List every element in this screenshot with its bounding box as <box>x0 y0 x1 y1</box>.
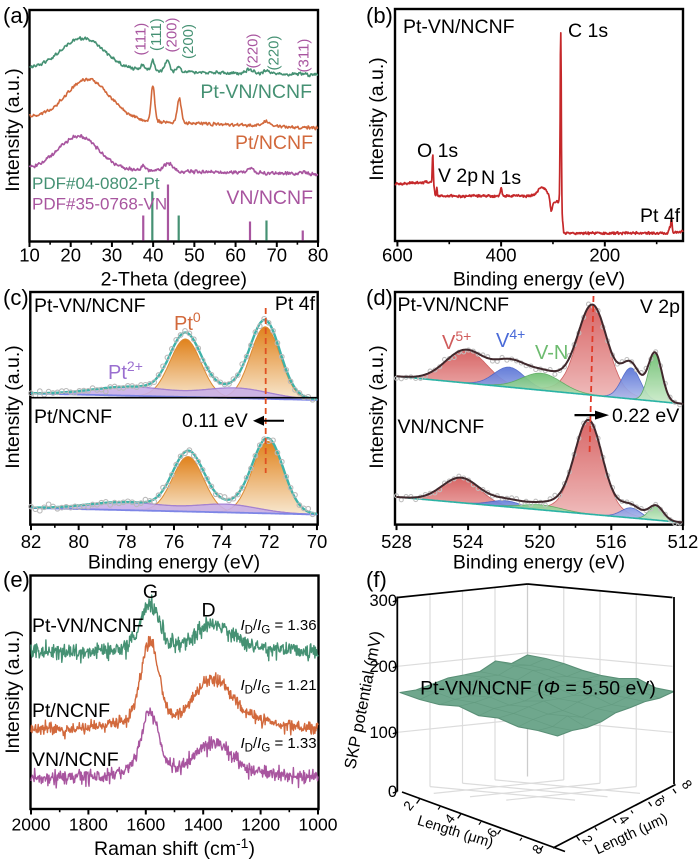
svg-text:Raman shift (cm-1): Raman shift (cm-1) <box>94 835 255 859</box>
svg-text:520: 520 <box>524 531 555 552</box>
svg-text:Pt-VN/NCNF: Pt-VN/NCNF <box>34 295 146 317</box>
svg-text:C 1s: C 1s <box>568 20 608 42</box>
svg-text:(e): (e) <box>3 567 30 592</box>
svg-text:72: 72 <box>259 531 280 552</box>
svg-text:400: 400 <box>486 245 517 266</box>
svg-text:516: 516 <box>596 531 627 552</box>
svg-text:G: G <box>143 581 158 603</box>
svg-text:Pt-VN/NCNF: Pt-VN/NCNF <box>32 615 144 637</box>
svg-text:V 2p: V 2p <box>640 296 680 318</box>
svg-text:(a): (a) <box>3 3 30 28</box>
svg-text:PDF#04-0802-Pt: PDF#04-0802-Pt <box>32 174 160 193</box>
svg-text:50: 50 <box>184 245 205 266</box>
svg-text:Pt/NCNF: Pt/NCNF <box>235 132 313 154</box>
svg-text:0: 0 <box>388 783 397 801</box>
svg-text:(d): (d) <box>366 285 393 310</box>
svg-text:76: 76 <box>164 531 185 552</box>
svg-text:Intensity (a.u.): Intensity (a.u.) <box>2 345 24 469</box>
svg-text:V 2p: V 2p <box>438 165 478 187</box>
svg-text:Binding energy (eV): Binding energy (eV) <box>453 269 625 291</box>
svg-text:VN/NCNF: VN/NCNF <box>32 749 119 771</box>
svg-text:(111): (111) <box>148 18 165 51</box>
svg-text:D: D <box>201 600 215 622</box>
svg-text:1200: 1200 <box>241 815 280 835</box>
svg-text:78: 78 <box>116 531 137 552</box>
svg-text:Pt-VN/NCNF: Pt-VN/NCNF <box>398 294 510 316</box>
svg-text:(f): (f) <box>366 567 387 592</box>
svg-text:70: 70 <box>307 531 328 552</box>
svg-text:528: 528 <box>381 531 412 552</box>
svg-text:74: 74 <box>211 531 232 552</box>
svg-text:VN/NCNF: VN/NCNF <box>398 416 485 438</box>
svg-text:(200): (200) <box>180 24 197 59</box>
svg-text:80: 80 <box>68 531 89 552</box>
svg-text:Pt 4f: Pt 4f <box>640 205 681 227</box>
svg-text:ID/IG = 1.21: ID/IG = 1.21 <box>241 677 317 697</box>
svg-text:(311): (311) <box>295 39 312 73</box>
svg-text:300: 300 <box>369 592 397 610</box>
svg-text:1000: 1000 <box>299 815 338 835</box>
svg-text:(200): (200) <box>163 17 180 52</box>
svg-text:N 1s: N 1s <box>481 167 521 189</box>
svg-text:82: 82 <box>21 531 42 552</box>
svg-text:Pt/NCNF: Pt/NCNF <box>32 700 110 722</box>
svg-text:ID/IG = 1.36: ID/IG = 1.36 <box>241 617 317 637</box>
svg-text:40: 40 <box>143 245 164 266</box>
svg-text:(111): (111) <box>132 23 149 56</box>
svg-text:(b): (b) <box>366 3 393 28</box>
svg-text:O 1s: O 1s <box>417 140 458 162</box>
svg-text:524: 524 <box>453 531 484 552</box>
svg-text:(c): (c) <box>3 285 29 310</box>
svg-text:(220): (220) <box>265 35 282 70</box>
svg-text:V-N: V-N <box>535 342 568 364</box>
svg-text:Pt-VN/NCNF: Pt-VN/NCNF <box>200 81 312 103</box>
svg-text:Intensity (a.u.): Intensity (a.u.) <box>366 345 388 469</box>
svg-text:200: 200 <box>369 658 397 676</box>
svg-text:VN/NCNF: VN/NCNF <box>226 187 313 209</box>
svg-text:Pt 4f: Pt 4f <box>275 293 316 315</box>
svg-text:512: 512 <box>667 531 698 552</box>
svg-text:Pt-VN/NCNF (Φ = 5.50 eV): Pt-VN/NCNF (Φ = 5.50 eV) <box>420 678 656 700</box>
svg-text:30: 30 <box>102 245 123 266</box>
svg-text:0.22 eV: 0.22 eV <box>612 405 679 427</box>
svg-text:1800: 1800 <box>69 815 108 835</box>
svg-text:20: 20 <box>60 245 81 266</box>
svg-text:Intensity (a.u.): Intensity (a.u.) <box>2 630 24 754</box>
svg-text:(220): (220) <box>244 33 261 68</box>
svg-text:Pt-VN/NCNF: Pt-VN/NCNF <box>403 16 515 38</box>
svg-text:1600: 1600 <box>126 815 165 835</box>
svg-text:Binding energy (eV): Binding energy (eV) <box>88 552 260 574</box>
svg-text:Intensity (a.u.): Intensity (a.u.) <box>366 57 388 181</box>
svg-text:600: 600 <box>382 245 413 266</box>
svg-text:Intensity (a.u.): Intensity (a.u.) <box>2 68 24 192</box>
svg-text:200: 200 <box>589 245 620 266</box>
svg-text:2000: 2000 <box>12 815 51 835</box>
svg-text:1400: 1400 <box>184 815 223 835</box>
svg-text:60: 60 <box>225 245 246 266</box>
svg-text:ID/IG = 1.33: ID/IG = 1.33 <box>241 735 317 755</box>
svg-text:Binding energy (eV): Binding energy (eV) <box>453 552 625 574</box>
svg-text:10: 10 <box>19 245 40 266</box>
svg-text:100: 100 <box>369 724 397 742</box>
svg-text:80: 80 <box>308 245 329 266</box>
svg-text:2-Theta (degree): 2-Theta (degree) <box>101 269 247 291</box>
svg-text:70: 70 <box>267 245 288 266</box>
svg-text:0.11 eV: 0.11 eV <box>182 410 248 432</box>
svg-text:Pt/NCNF: Pt/NCNF <box>34 406 112 428</box>
svg-text:PDF#35-0768-VN: PDF#35-0768-VN <box>32 195 167 214</box>
